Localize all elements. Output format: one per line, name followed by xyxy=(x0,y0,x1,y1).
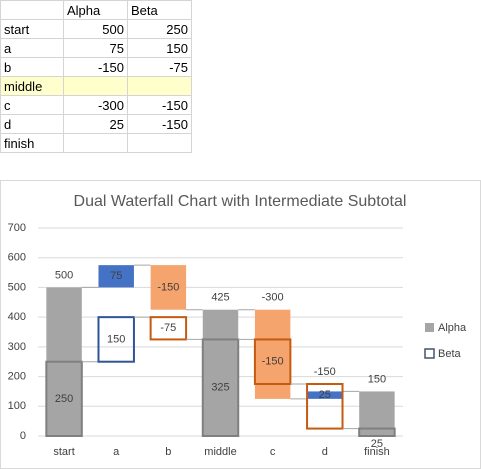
table-row: middle xyxy=(0,76,192,96)
change-bar xyxy=(149,316,188,341)
total-bar xyxy=(201,338,240,437)
y-tick-label: 700 xyxy=(8,222,26,234)
x-tick-label: start xyxy=(53,446,74,458)
change-bar xyxy=(150,265,187,310)
cell: 250 xyxy=(127,19,192,39)
y-tick-label: 600 xyxy=(8,252,26,264)
header-row: Alpha Beta xyxy=(0,0,192,20)
data-label: 150 xyxy=(107,333,125,345)
x-tick-label: middle xyxy=(204,446,236,458)
data-label: 25 xyxy=(319,389,331,401)
table-row: start 500 250 xyxy=(0,19,192,39)
change-bar xyxy=(306,383,344,430)
legend-label: Beta xyxy=(438,348,462,360)
legend-label: Alpha xyxy=(438,322,467,334)
cell: -150 xyxy=(127,95,192,115)
x-tick-label: d xyxy=(322,446,328,458)
change-bar xyxy=(254,309,291,399)
data-label: -150 xyxy=(314,366,336,378)
cell xyxy=(127,133,192,153)
cell xyxy=(127,76,192,96)
x-tick-label: finish xyxy=(364,446,390,458)
y-tick-label: 500 xyxy=(8,281,26,293)
cell: 150 xyxy=(127,38,192,58)
chart-title: Dual Waterfall Chart with Intermediate S… xyxy=(74,193,407,210)
data-label: 425 xyxy=(211,292,229,304)
data-label: 250 xyxy=(55,393,73,405)
data-label: 500 xyxy=(55,269,73,281)
table-row: finish xyxy=(0,133,192,153)
data-label: -150 xyxy=(157,281,179,293)
legend-swatch xyxy=(425,323,434,332)
y-tick-label: 0 xyxy=(20,430,26,442)
y-tick-label: 400 xyxy=(8,311,26,323)
data-label: -300 xyxy=(262,292,284,304)
row-label: middle xyxy=(0,76,64,96)
total-bar xyxy=(358,427,396,438)
y-tick-label: 100 xyxy=(8,400,26,412)
change-bar xyxy=(307,391,343,399)
y-tick-label: 200 xyxy=(8,370,26,382)
x-tick-label: a xyxy=(113,446,120,458)
x-tick-label: b xyxy=(165,446,171,458)
change-bar xyxy=(253,338,292,385)
data-label: 150 xyxy=(368,373,386,385)
data-label: 75 xyxy=(110,270,122,282)
change-bar xyxy=(98,265,134,288)
table-row: b -150 -75 xyxy=(0,57,192,77)
x-tick-label: c xyxy=(270,446,276,458)
data-label: 325 xyxy=(211,382,229,394)
change-bar xyxy=(97,316,135,363)
data-label: -75 xyxy=(160,322,176,334)
y-tick-label: 300 xyxy=(8,341,26,353)
legend-swatch xyxy=(424,348,435,359)
data-table: Alpha Beta start 500 250 a 75 150 b -150 -75 middle… xyxy=(0,0,192,153)
total-bar xyxy=(45,360,83,438)
data-label: -150 xyxy=(262,356,284,368)
row-label: finish xyxy=(0,133,64,153)
total-bar xyxy=(202,309,239,436)
data-label: 25 xyxy=(371,438,383,450)
